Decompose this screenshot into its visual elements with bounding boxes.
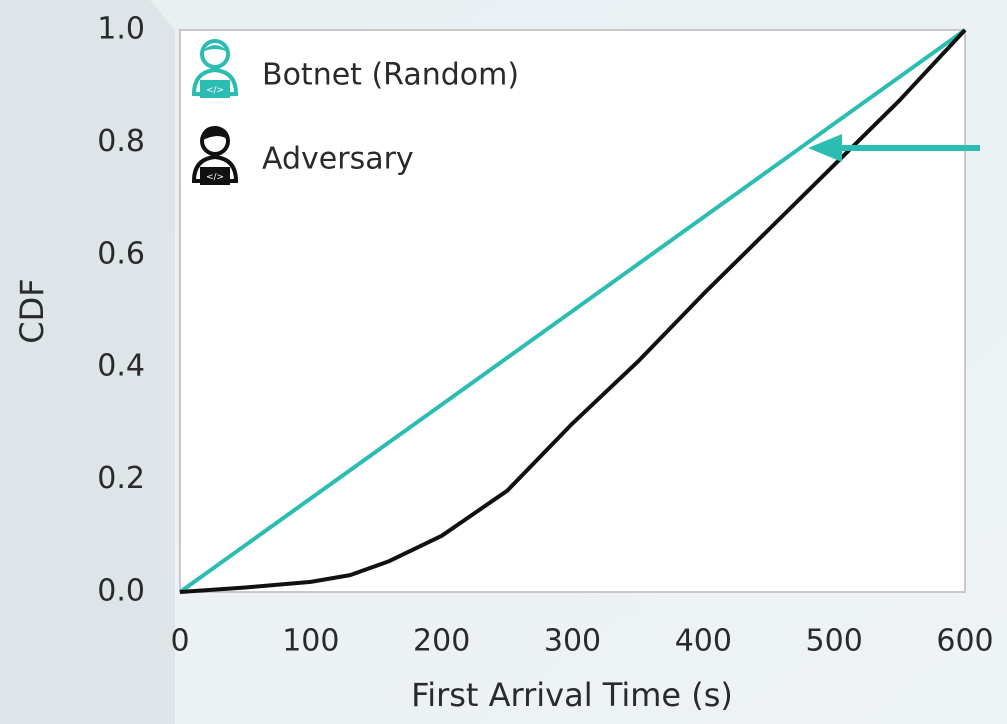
background-shape [0, 0, 175, 724]
svg-text:</>: </> [206, 86, 224, 96]
x-tick-label: 100 [282, 624, 339, 659]
line [178, 28, 967, 594]
x-tick-label: 200 [413, 624, 470, 659]
legend-label: Adversary [262, 142, 414, 177]
y-axis-label: CDF [13, 278, 51, 343]
legend-label: Botnet (Random) [262, 58, 519, 93]
x-tick-label: 600 [936, 624, 993, 659]
line [179, 28, 967, 594]
legend-icon: </> [191, 126, 239, 185]
legend-icon: </> [191, 39, 239, 98]
y-tick-label: 0.4 [97, 349, 145, 384]
x-axis-label: First Arrival Time (s) [411, 676, 733, 714]
x-tick-label: 0 [170, 624, 189, 659]
marks [178, 28, 967, 594]
y-tick-label: 0.2 [97, 461, 145, 496]
x-tick-label: 400 [675, 624, 732, 659]
y-tick-label: 0.8 [97, 124, 145, 159]
svg-text:</>: </> [206, 173, 224, 183]
y-tick-label: 0.0 [97, 574, 145, 609]
x-tick-label: 500 [806, 624, 863, 659]
arrow-head [808, 134, 842, 162]
x-tick-label: 300 [544, 624, 601, 659]
y-tick-label: 0.6 [97, 236, 145, 271]
y-tick-label: 1.0 [97, 12, 145, 47]
